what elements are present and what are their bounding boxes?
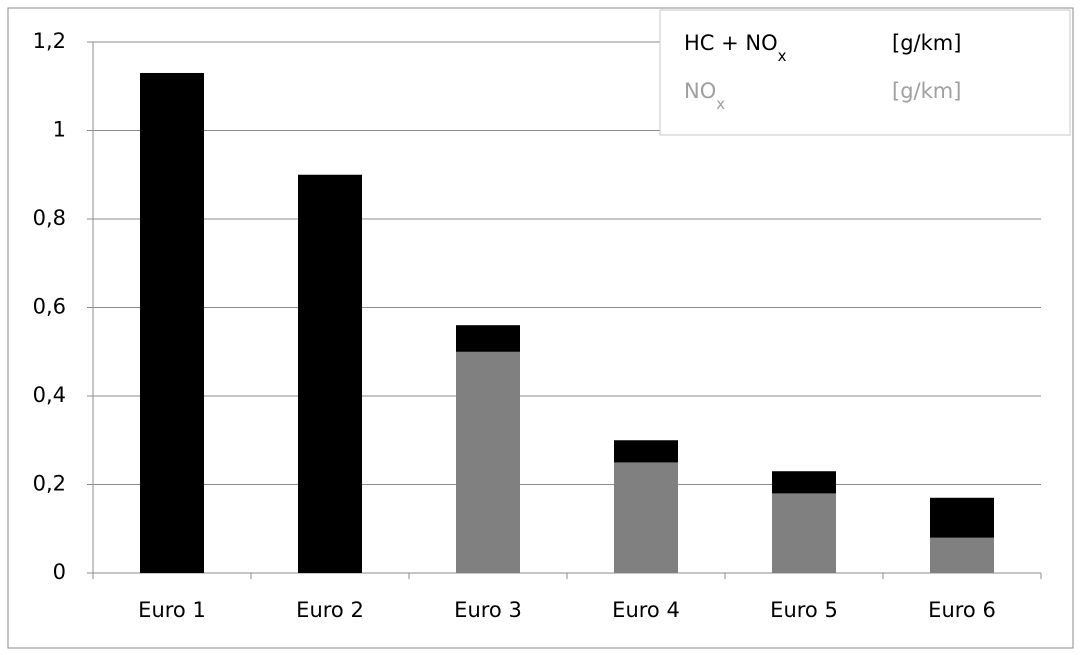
- y-tick-label: 1: [53, 118, 66, 142]
- x-tick-label: Euro 3: [454, 598, 522, 622]
- y-tick-label: 0,6: [33, 295, 66, 319]
- y-tick-label: 0,8: [33, 206, 66, 230]
- bar: [930, 537, 994, 573]
- y-tick-label: 1,2: [33, 29, 66, 53]
- bar: [140, 72, 204, 573]
- bar: [456, 351, 520, 573]
- y-tick-label: 0,4: [33, 383, 66, 407]
- bar: [298, 174, 362, 573]
- x-tick-label: Euro 1: [138, 598, 206, 622]
- x-tick-label: Euro 2: [296, 598, 364, 622]
- legend-unit: [g/km]: [892, 31, 961, 55]
- legend-label: NOx: [684, 79, 725, 113]
- legend: HC + NOx [g/km] NOx [g/km]: [659, 9, 1071, 136]
- x-tick-label: Euro 4: [612, 598, 680, 622]
- x-tick-label: Euro 6: [928, 598, 996, 622]
- x-tick-label: Euro 5: [770, 598, 838, 622]
- bar: [772, 493, 836, 573]
- y-tick-label: 0,2: [33, 472, 66, 496]
- legend-box: [659, 9, 1071, 136]
- bar: [614, 462, 678, 573]
- legend-label: HC + NOx: [684, 31, 787, 65]
- legend-unit: [g/km]: [892, 79, 961, 103]
- y-tick-label: 0: [53, 560, 66, 584]
